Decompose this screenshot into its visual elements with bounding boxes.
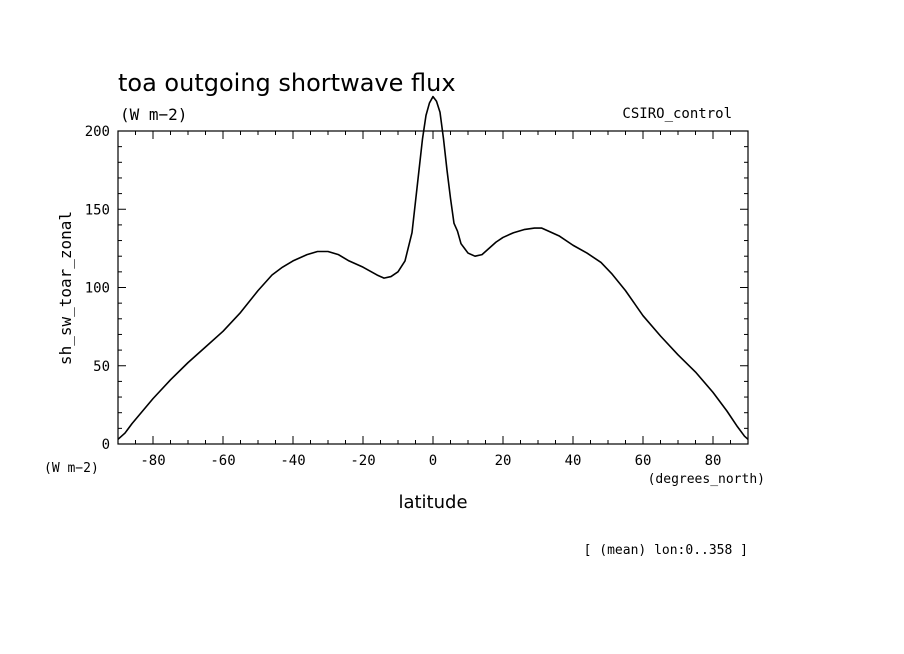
x-tick-label: 60: [635, 453, 652, 469]
x-axis-ticks: -80 -60 -40 -20 0 20 40 60 80: [117, 131, 749, 469]
series-layer: [117, 95, 749, 440]
title-units: (W m−2): [120, 105, 187, 124]
y-tick-label: 100: [85, 281, 110, 297]
y-axis-label: sh_sw_toar_zonal: [56, 211, 75, 365]
y-tick-label: 0: [102, 437, 110, 453]
x-tick-label: 80: [705, 453, 722, 469]
plot-frame: [117, 130, 749, 445]
y-tick-label: 50: [93, 359, 110, 375]
footer-note: [ (mean) lon:0..358 ]: [584, 543, 748, 558]
y-axis-ticks: 0 50 100 150 200: [85, 124, 748, 453]
x-tick-label: 0: [429, 453, 437, 469]
series-line: [117, 95, 749, 440]
x-tick-label: 20: [495, 453, 512, 469]
x-tick-label: 40: [565, 453, 582, 469]
y-tick-label: 200: [85, 124, 110, 140]
x-axis-label: latitude: [398, 492, 467, 513]
x-tick-label: -60: [210, 453, 235, 469]
y-axis-units: (W m−2): [44, 461, 99, 476]
x-tick-label: -20: [350, 453, 375, 469]
x-axis-units: (degrees_north): [648, 472, 765, 487]
model-label: CSIRO_control: [622, 106, 732, 122]
x-tick-label: -40: [280, 453, 305, 469]
chart-title: toa outgoing shortwave flux: [118, 69, 456, 97]
y-tick-label: 150: [85, 202, 110, 218]
x-tick-label: -80: [140, 453, 165, 469]
